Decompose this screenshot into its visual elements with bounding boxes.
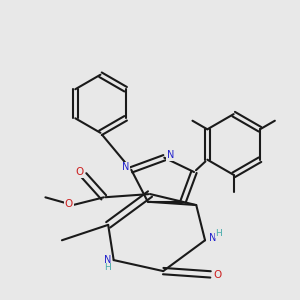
- Text: O: O: [76, 167, 84, 177]
- Text: H: H: [215, 229, 222, 238]
- Text: N: N: [104, 255, 111, 265]
- Text: H: H: [104, 263, 111, 272]
- Text: N: N: [167, 150, 174, 160]
- Text: N: N: [122, 162, 129, 172]
- Text: N: N: [208, 232, 216, 243]
- Text: O: O: [214, 270, 222, 280]
- Text: O: O: [65, 200, 73, 209]
